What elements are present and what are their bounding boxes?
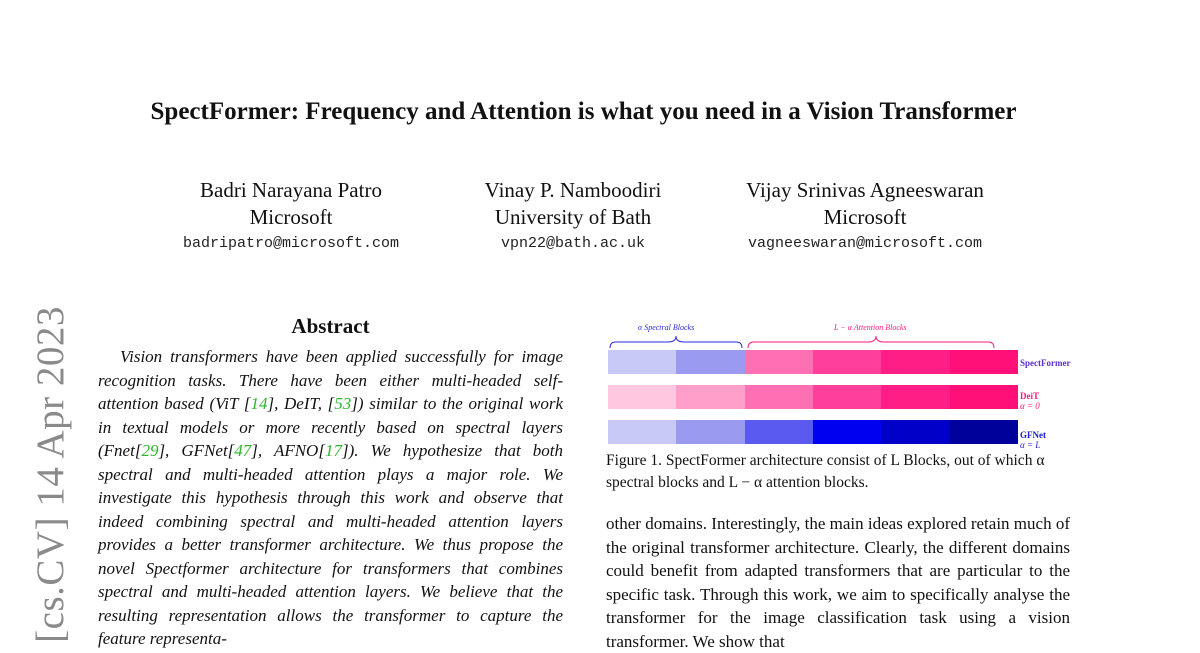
block-cell: [949, 350, 1018, 374]
spectral-brace-label: α Spectral Blocks: [638, 323, 695, 332]
block-cell: [744, 420, 813, 444]
block-cell: [949, 420, 1018, 444]
row-label-deit: DeiT α = 0: [1020, 391, 1040, 411]
paper-title: SpectFormer: Frequency and Attention is …: [150, 98, 1017, 125]
block-cell: [608, 420, 677, 444]
author-name: Vinay P. Namboodiri: [484, 178, 662, 202]
gfnet-block-row: [608, 420, 1018, 444]
abstract-heading: Abstract: [291, 314, 370, 338]
author-name: Vijay Srinivas Agneeswaran: [746, 178, 984, 202]
arxiv-stamp: [cs.CV] 14 Apr 2023: [28, 298, 72, 650]
author-affiliation: Microsoft: [249, 205, 333, 229]
citation-link[interactable]: 29: [141, 441, 159, 460]
block-cell: [881, 420, 950, 444]
attention-brace: [747, 335, 995, 349]
citation-link[interactable]: 53: [334, 394, 352, 413]
block-cell: [812, 385, 882, 409]
block-cell: [676, 420, 745, 444]
citation-link[interactable]: 14: [250, 394, 268, 413]
arxiv-stamp-text: [cs.CV] 14 Apr 2023: [28, 305, 72, 643]
spectral-brace: [609, 335, 743, 349]
block-braces: [609, 335, 995, 349]
block-cell: [812, 350, 882, 374]
figure-1: α Spectral Blocks L − α Attention Blocks…: [608, 320, 1088, 450]
row-label-spectformer: SpectFormer: [1020, 358, 1071, 368]
block-cell: [608, 385, 677, 409]
block-cell: [949, 385, 1018, 409]
deit-block-row: [608, 385, 1018, 409]
citation-link[interactable]: 17: [324, 441, 342, 460]
author-email: badripatro@microsoft.com: [182, 235, 400, 252]
author-block: Vijay Srinivas Agneeswaran Microsoft vag…: [720, 177, 1010, 252]
spectformer-block-row: [608, 350, 1018, 374]
author-block: Vinay P. Namboodiri University of Bath v…: [463, 177, 683, 252]
block-cell: [881, 385, 950, 409]
body-paragraph: other domains. Interestingly, the main i…: [606, 514, 1070, 651]
attention-brace-label: L − α Attention Blocks: [834, 323, 907, 332]
author-affiliation: Microsoft: [823, 205, 907, 229]
block-cell: [744, 350, 813, 374]
citation-link[interactable]: 47: [234, 441, 252, 460]
block-cell: [676, 385, 745, 409]
block-cell: [744, 385, 813, 409]
author-name: Badri Narayana Patro: [200, 178, 382, 202]
figure-caption: Figure 1. SpectFormer architecture consi…: [606, 452, 1045, 491]
author-block: Badri Narayana Patro Microsoft badripatr…: [160, 177, 422, 252]
block-cell: [676, 350, 745, 374]
author-email: vpn22@bath.ac.uk: [500, 235, 646, 252]
abstract-text: Vision transformers have been applied su…: [98, 347, 564, 648]
block-cell: [812, 420, 882, 444]
block-cell: [881, 350, 950, 374]
author-email: vagneeswaran@microsoft.com: [747, 235, 983, 252]
block-cell: [608, 350, 677, 374]
row-label-gfnet: GFNet α = L: [1020, 430, 1046, 450]
author-affiliation: University of Bath: [494, 205, 652, 229]
